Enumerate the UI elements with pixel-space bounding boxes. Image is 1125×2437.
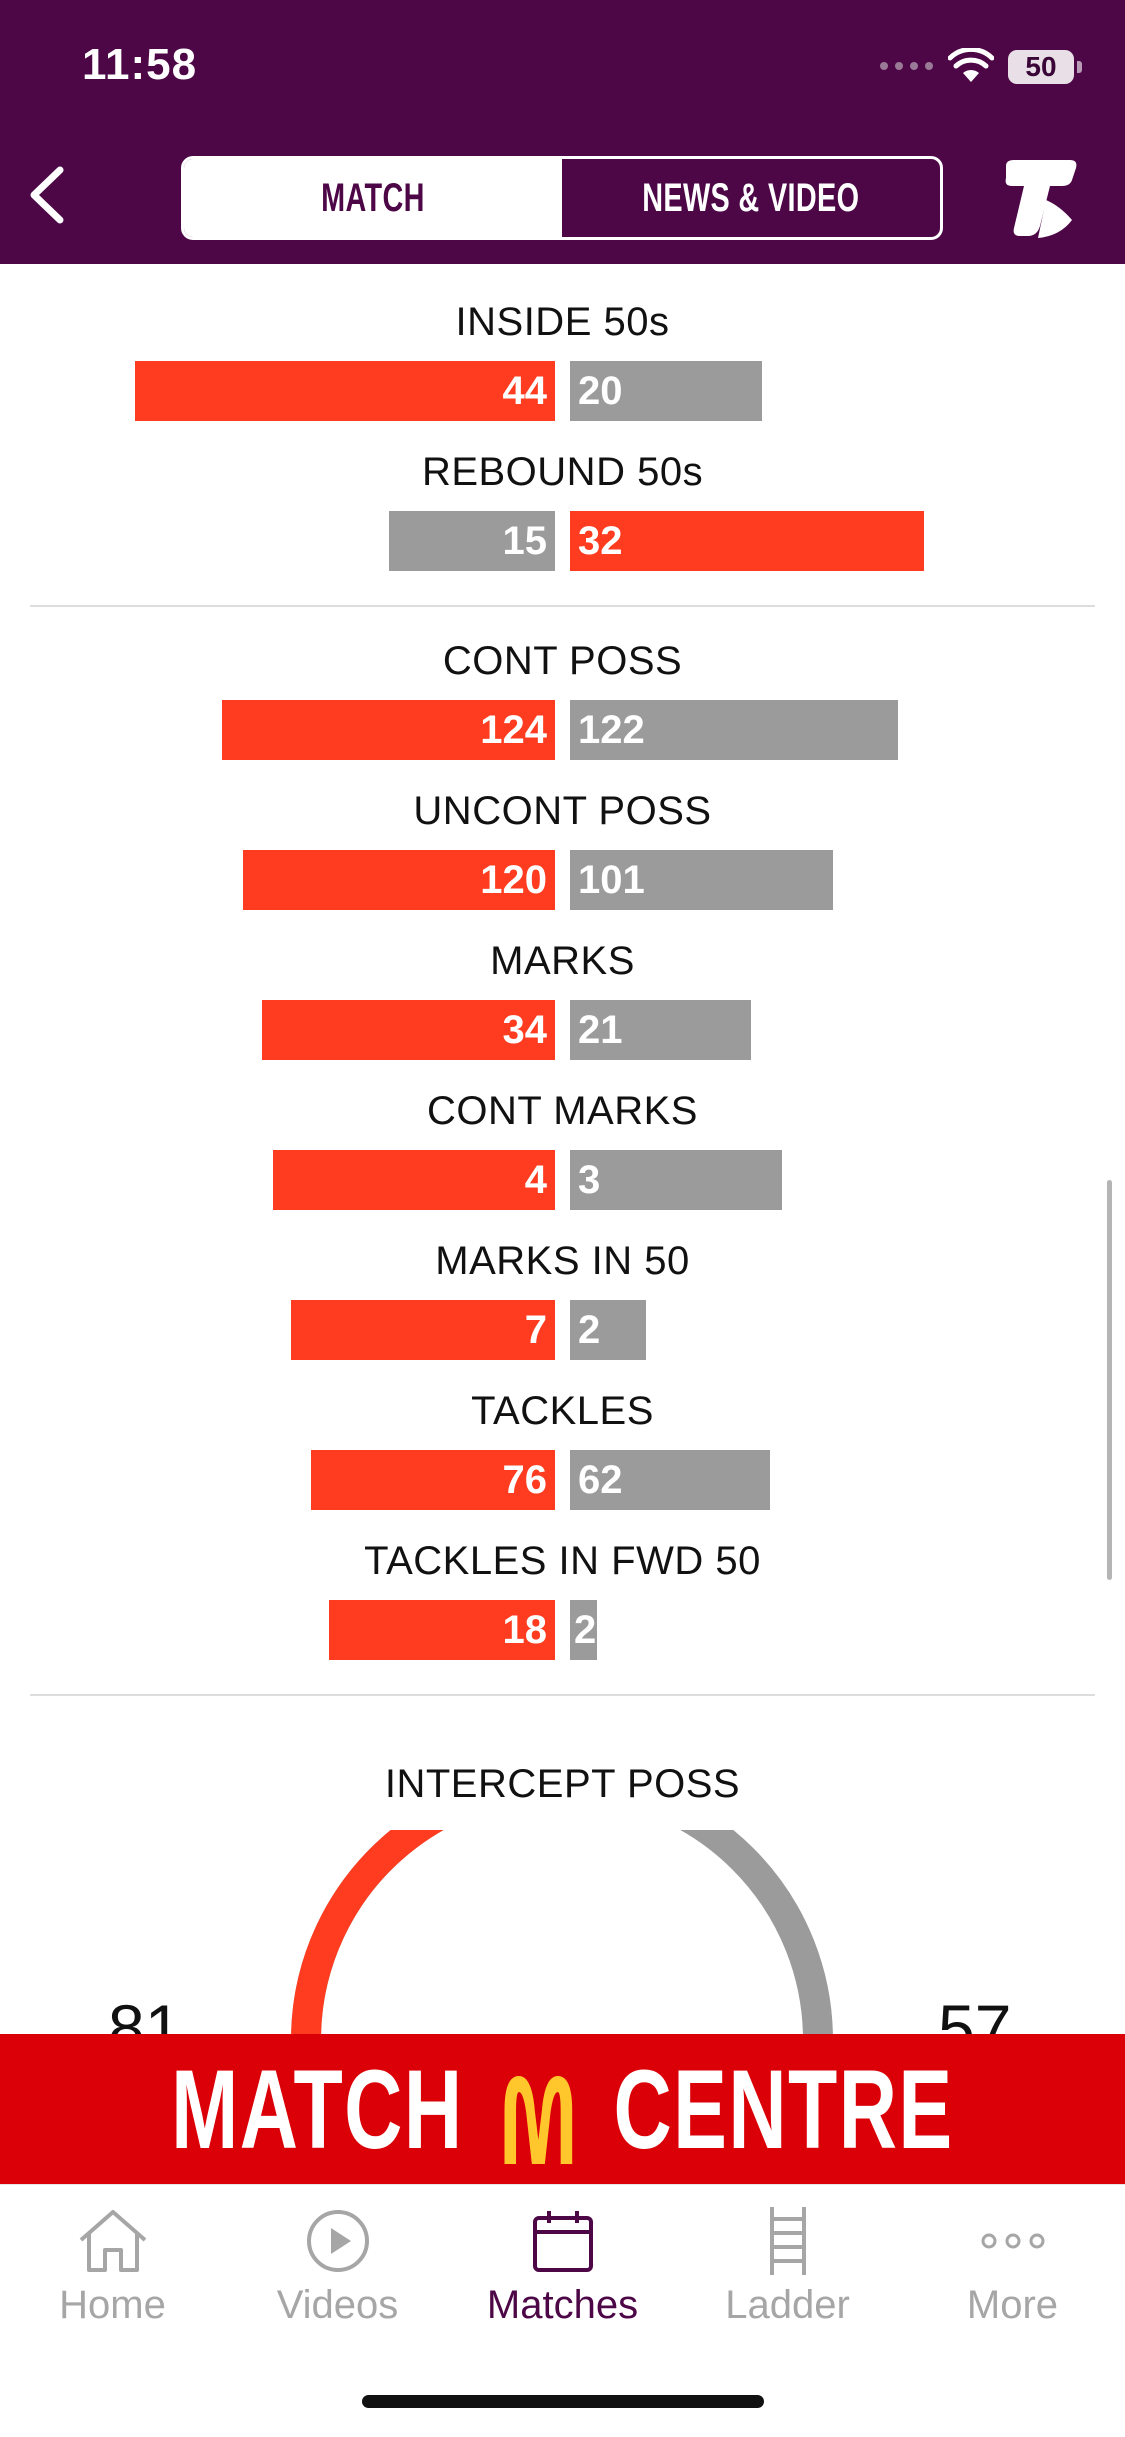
home-bar: 7	[291, 1300, 555, 1360]
home-bar: 120	[243, 850, 555, 910]
home-indicator	[362, 2395, 764, 2408]
gauge-home-arc	[291, 1830, 444, 2040]
stat-label: MARKS	[490, 939, 635, 983]
away-bar: 62	[570, 1450, 770, 1510]
tab-matches-label: Matches	[486, 2283, 639, 2327]
battery-indicator: 50	[1008, 50, 1082, 84]
away-bar: 21	[570, 1000, 751, 1060]
divider	[30, 605, 1095, 607]
home-bar: 124	[222, 700, 555, 760]
away-bar: 122	[570, 700, 898, 760]
wifi-icon	[948, 48, 994, 82]
tab-match[interactable]: MATCH	[184, 159, 562, 237]
away-bar: 2	[570, 1300, 646, 1360]
stat-label: TACKLES IN FWD 50	[364, 1539, 761, 1583]
banner-text-right: CENTRE	[613, 2046, 954, 2172]
home-bar: 4	[273, 1150, 555, 1210]
intercept-poss-gauge	[291, 1830, 833, 2040]
app-header: 11:58 50 MATCH NEWS & VIDEO	[0, 0, 1125, 264]
tab-videos-label: Videos	[276, 2283, 399, 2327]
tab-ladder-label: Ladder	[725, 2283, 850, 2327]
play-circle-icon	[306, 2210, 369, 2272]
mcdonalds-arches-icon	[504, 2075, 573, 2164]
status-time: 11:58	[82, 40, 198, 89]
stat-label: TACKLES	[471, 1389, 654, 1433]
stat-label: CONT POSS	[442, 639, 683, 683]
home-bar: 44	[135, 361, 555, 421]
more-dots-icon	[981, 2233, 1044, 2249]
bottom-tab-bar: Home Videos Matches	[0, 2184, 1125, 2437]
tab-news-video-label: NEWS & VIDEO	[642, 175, 860, 220]
away-bar: 32	[570, 511, 924, 571]
away-bar: 2	[570, 1600, 597, 1660]
stat-label: CONT MARKS	[427, 1089, 698, 1133]
intercept-poss-title: INTERCEPT POSS	[384, 1762, 741, 1806]
home-bar: 15	[389, 511, 555, 571]
away-bar: 20	[570, 361, 762, 421]
divider	[30, 1694, 1095, 1696]
telstra-logo-icon[interactable]	[1000, 156, 1080, 242]
stat-label: REBOUND 50s	[421, 450, 704, 494]
tab-news-video[interactable]: NEWS & VIDEO	[562, 159, 940, 237]
tab-home-label: Home	[59, 2283, 166, 2327]
home-bar: 18	[329, 1600, 555, 1660]
scrollbar[interactable]	[1107, 1180, 1112, 1580]
stat-label: MARKS IN 50	[435, 1239, 690, 1283]
tab-more-label: More	[966, 2283, 1059, 2327]
away-bar: 3	[570, 1150, 782, 1210]
home-bar: 76	[311, 1450, 555, 1510]
segmented-control: MATCH NEWS & VIDEO	[181, 156, 943, 240]
match-centre-banner[interactable]: MATCH CENTRE	[0, 2034, 1125, 2184]
ladder-icon	[769, 2207, 806, 2275]
back-button[interactable]	[20, 160, 80, 230]
home-icon	[79, 2210, 146, 2272]
stat-label: UNCONT POSS	[413, 789, 712, 833]
tab-match-label: MATCH	[321, 175, 425, 220]
cellular-signal-icon	[880, 62, 933, 70]
home-bar: 34	[262, 1000, 555, 1060]
stat-label: INSIDE 50s	[455, 300, 670, 344]
calendar-icon	[532, 2211, 593, 2272]
away-bar: 101	[570, 850, 833, 910]
banner-text-left: MATCH	[171, 2046, 464, 2172]
